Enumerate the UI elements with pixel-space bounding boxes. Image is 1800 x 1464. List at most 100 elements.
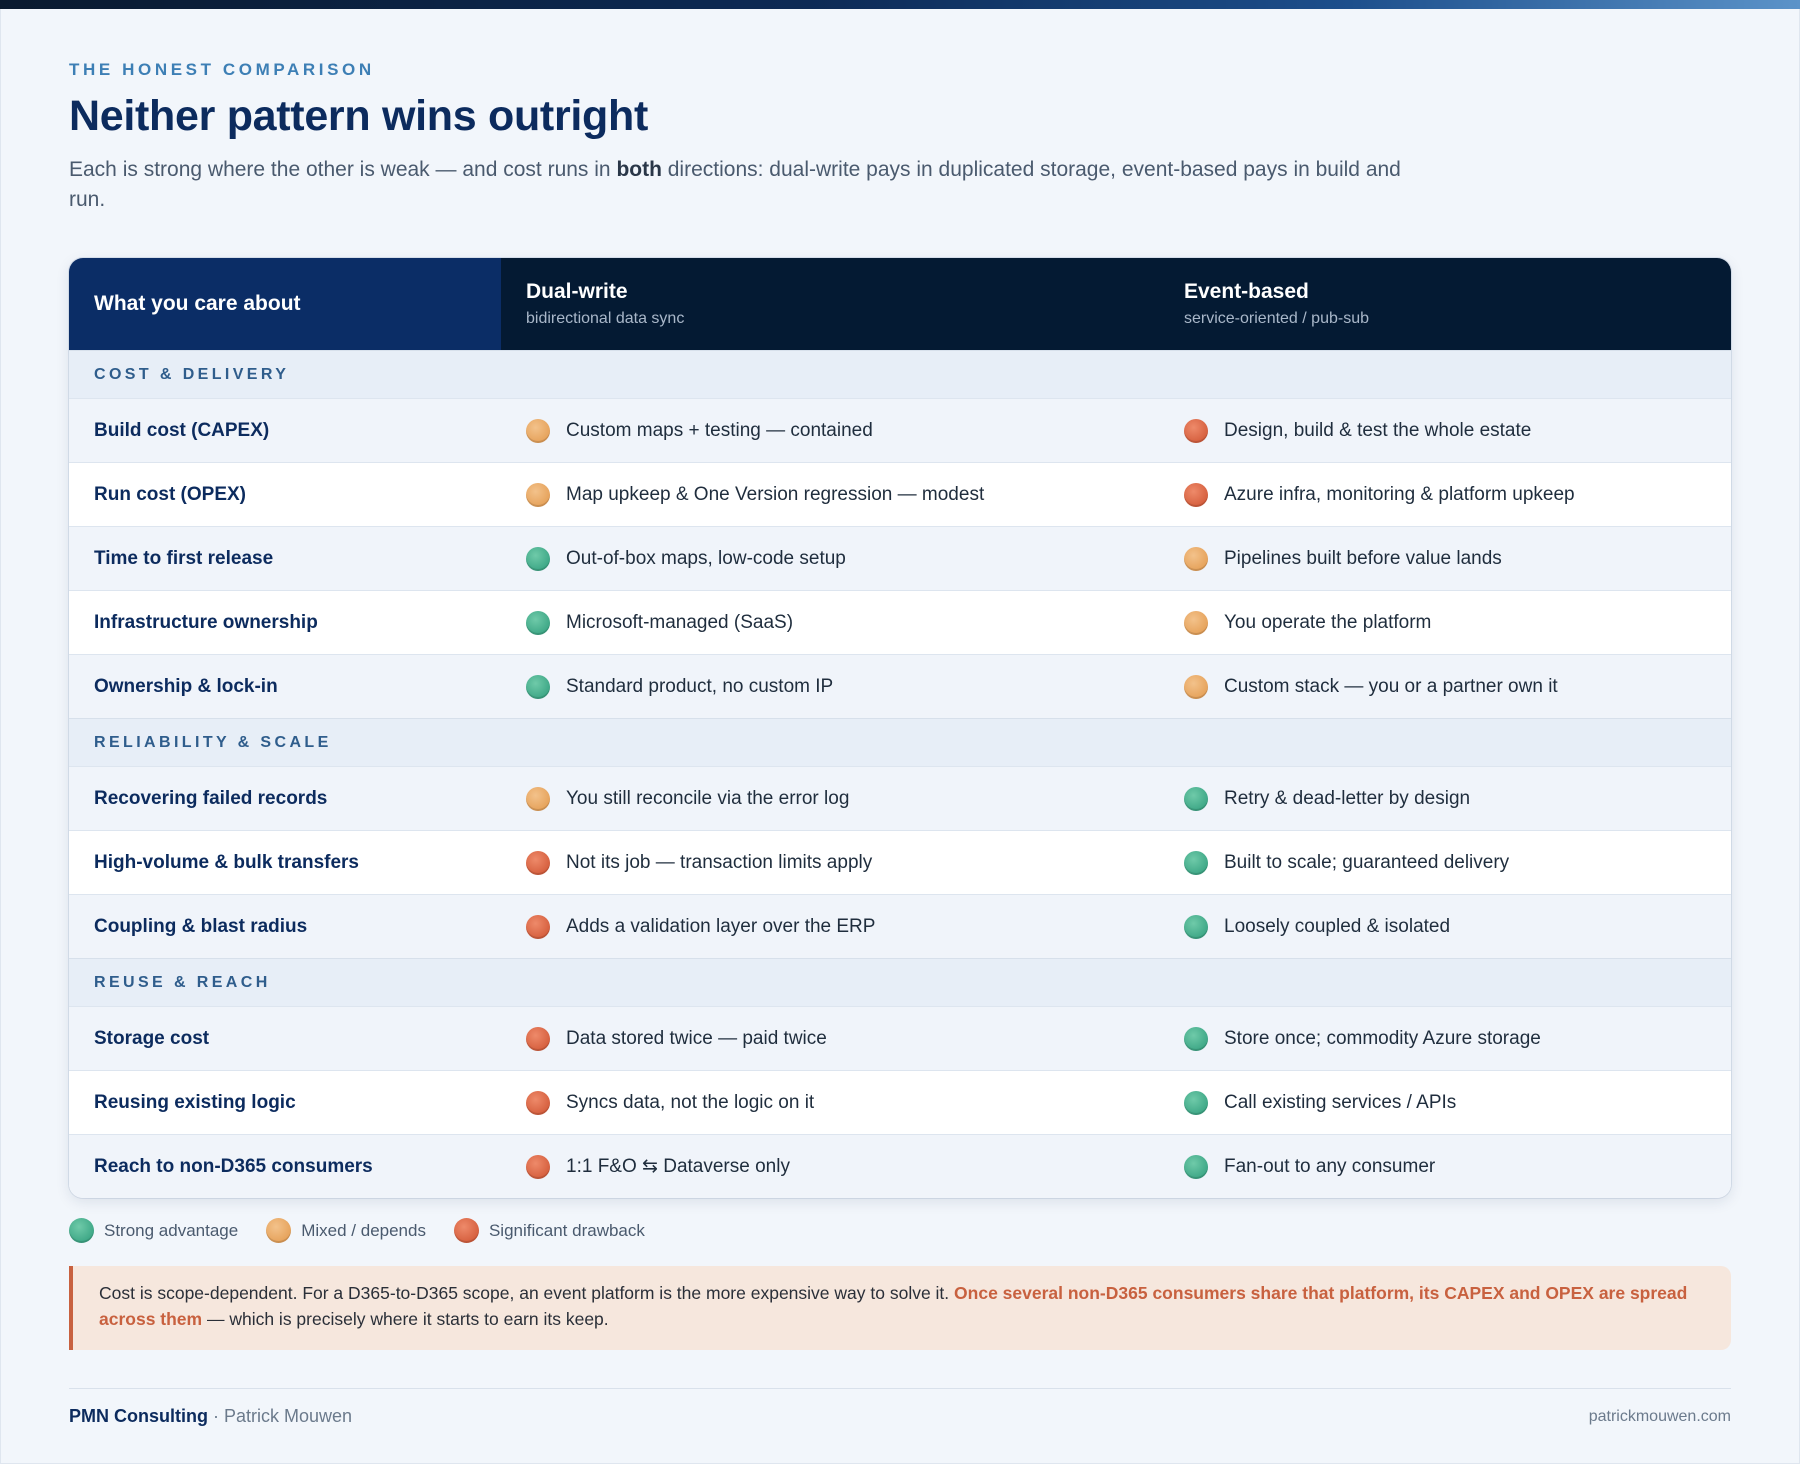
good-rating-dot-icon: [526, 610, 550, 635]
footer-website-link[interactable]: patrickmouwen.com: [1588, 1408, 1731, 1425]
dual-write-text: You still reconcile via the error log: [566, 787, 850, 809]
dual-write-text: Standard product, no custom IP: [566, 675, 834, 697]
event-based-text: Design, build & test the whole estate: [1224, 419, 1532, 441]
header-event-based-column: Event-based service-oriented / pub-sub: [1159, 258, 1731, 350]
legend-item-bad: Significant drawback: [453, 1218, 645, 1243]
event-based-text: Store once; commodity Azure storage: [1224, 1027, 1541, 1049]
dual-write-subheading: bidirectional data sync: [526, 310, 685, 327]
dual-write-text: Map upkeep & One Version regression — mo…: [566, 483, 985, 505]
event-based-cell: Loosely coupled & isolated: [1159, 914, 1731, 939]
event-based-text: Custom stack — you or a partner own it: [1224, 675, 1558, 697]
event-based-cell: Fan-out to any consumer: [1159, 1154, 1731, 1179]
good-rating-dot-icon: [526, 546, 550, 571]
table-row: Coupling & blast radius Adds a validation…: [69, 894, 1731, 958]
top-accent-bar: [0, 0, 1800, 9]
rating-legend: Strong advantage Mixed / depends Signifi…: [69, 1218, 673, 1243]
mixed-rating-dot-icon: [1184, 546, 1208, 571]
bad-rating-dot-icon: [526, 1026, 550, 1051]
bad-rating-dot-icon: [526, 1090, 550, 1115]
event-based-text: Call existing services / APIs: [1224, 1091, 1457, 1113]
strong-advantage-dot-icon: [69, 1218, 94, 1243]
comparison-table: What you care about Dual-write bidirecti…: [69, 258, 1731, 1198]
bad-rating-dot-icon: [1184, 482, 1208, 507]
table-row: Reusing existing logic Syncs data, not th…: [69, 1070, 1731, 1134]
bad-rating-dot-icon: [526, 850, 550, 875]
callout-text: Cost is scope-dependent. For a D365-to-D…: [99, 1283, 955, 1303]
mixed-rating-dot-icon: [526, 418, 550, 443]
event-based-cell: Call existing services / APIs: [1159, 1090, 1731, 1115]
event-based-text: Pipelines built before value lands: [1224, 547, 1502, 569]
event-based-subheading: service-oriented / pub-sub: [1184, 310, 1369, 327]
footer-brand: PMN Consulting: [69, 1406, 208, 1426]
legend-item-mixed: Mixed / depends: [266, 1218, 426, 1243]
criterion-label: Storage cost: [94, 1027, 210, 1049]
dual-write-text: Syncs data, not the logic on it: [566, 1091, 815, 1113]
header-dual-write-column: Dual-write bidirectional data sync: [501, 258, 1159, 350]
dual-write-text: Microsoft-managed (SaaS): [566, 611, 794, 633]
good-rating-dot-icon: [526, 674, 550, 699]
table-row: Storage cost Data stored twice — paid twi…: [69, 1006, 1731, 1070]
event-based-cell: Store once; commodity Azure storage: [1159, 1026, 1731, 1051]
criterion-label: Coupling & blast radius: [94, 915, 308, 937]
dual-write-text: 1:1 F&O ⇆ Dataverse only: [566, 1156, 790, 1177]
dual-write-cell: Data stored twice — paid twice: [501, 1026, 1159, 1051]
dual-write-cell: 1:1 F&O ⇆ Dataverse only: [501, 1154, 1159, 1179]
event-based-cell: You operate the platform: [1159, 610, 1731, 635]
good-rating-dot-icon: [1184, 850, 1208, 875]
table-row: Infrastructure ownership Microsoft-manage…: [69, 590, 1731, 654]
criterion-label: Build cost (CAPEX): [94, 419, 270, 441]
dual-write-text: Custom maps + testing — contained: [566, 419, 873, 441]
subtitle-text: Each is strong where the other is weak —…: [69, 158, 617, 181]
bad-rating-dot-icon: [526, 1154, 550, 1179]
event-based-text: Loosely coupled & isolated: [1224, 915, 1451, 937]
good-rating-dot-icon: [1184, 1090, 1208, 1115]
footer-separator: ·: [207, 1406, 224, 1426]
table-row: Reach to non-D365 consumers 1:1 F&O ⇆ Dat…: [69, 1134, 1731, 1198]
mixed-rating-dot-icon: [526, 482, 550, 507]
dual-write-cell: Standard product, no custom IP: [501, 674, 1159, 699]
event-based-text: Built to scale; guaranteed delivery: [1224, 851, 1510, 873]
dual-write-cell: Adds a validation layer over the ERP: [501, 914, 1159, 939]
event-based-heading: Event-based: [1184, 280, 1309, 303]
footer-credit: PMN Consulting · Patrick Mouwen: [69, 1406, 352, 1427]
footer-divider: [69, 1388, 1731, 1389]
event-based-text: Fan-out to any consumer: [1224, 1155, 1436, 1177]
bad-rating-dot-icon: [1184, 418, 1208, 443]
criterion-label: Reusing existing logic: [94, 1091, 296, 1113]
table-row: High-volume & bulk transfers Not its job …: [69, 830, 1731, 894]
event-based-cell: Design, build & test the whole estate: [1159, 418, 1731, 443]
good-rating-dot-icon: [1184, 1154, 1208, 1179]
header-care-column: What you care about: [69, 258, 501, 350]
criterion-label: Reach to non-D365 consumers: [94, 1155, 373, 1177]
table-body: COST & DELIVERY Build cost (CAPEX) Custom …: [69, 350, 1731, 1198]
page-title: Neither pattern wins outright: [69, 92, 648, 140]
legend-label-good: Strong advantage: [104, 1220, 239, 1240]
dual-write-cell: Syncs data, not the logic on it: [501, 1090, 1159, 1115]
eyebrow-label: THE HONEST COMPARISON: [69, 60, 375, 79]
dual-write-text: Out-of-box maps, low-code setup: [566, 547, 846, 569]
table-row: Time to first release Out-of-box maps, lo…: [69, 526, 1731, 590]
significant-drawback-dot-icon: [453, 1218, 479, 1243]
dual-write-heading: Dual-write: [526, 280, 628, 303]
good-rating-dot-icon: [1184, 786, 1208, 811]
legend-label-bad: Significant drawback: [488, 1220, 645, 1240]
event-based-text: You operate the platform: [1224, 611, 1432, 633]
table-row: Recovering failed records You still recon…: [69, 766, 1731, 830]
bad-rating-dot-icon: [526, 914, 550, 939]
event-based-text: Azure infra, monitoring & platform upkee…: [1224, 483, 1575, 505]
mixed-dot-icon: [266, 1218, 292, 1243]
event-based-text: Retry & dead-letter by design: [1224, 787, 1471, 809]
event-based-cell: Retry & dead-letter by design: [1159, 786, 1731, 811]
dual-write-cell: Out-of-box maps, low-code setup: [501, 546, 1159, 571]
table-row: Build cost (CAPEX) Custom maps + testing …: [69, 398, 1731, 462]
callout-highlight: Once several non-D365 consumers share th…: [99, 1283, 1688, 1329]
criterion-label: Ownership & lock-in: [94, 675, 278, 697]
criterion-label: Time to first release: [94, 547, 274, 569]
footer-author: Patrick Mouwen: [223, 1406, 353, 1426]
dual-write-cell: You still reconcile via the error log: [501, 786, 1159, 811]
criterion-label: Recovering failed records: [94, 787, 328, 809]
table-row: Run cost (OPEX) Map upkeep & One Version …: [69, 462, 1731, 526]
callout-text-end: — which is precisely where it starts to …: [202, 1309, 609, 1329]
legend-label-mixed: Mixed / depends: [301, 1220, 426, 1240]
mixed-rating-dot-icon: [526, 786, 550, 811]
